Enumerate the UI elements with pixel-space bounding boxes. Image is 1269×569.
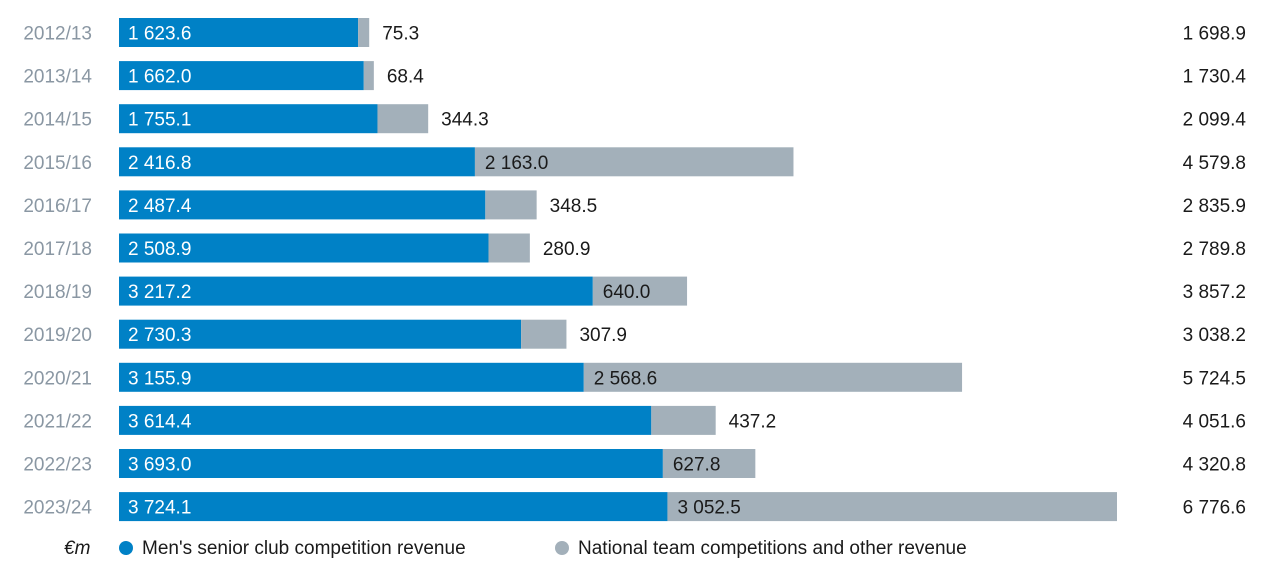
other-value-label: 2 568.6 <box>594 368 657 389</box>
bar-row: 2015/16 2 416.8 2 163.0 4 579.8 <box>23 147 1246 177</box>
total-value-label: 4 579.8 <box>1183 153 1246 174</box>
season-label: 2015/16 <box>23 153 92 174</box>
other-revenue-bar <box>592 276 688 306</box>
total-value-label: 2 099.4 <box>1183 110 1247 131</box>
total-value-label: 4 051.6 <box>1183 411 1246 432</box>
season-label: 2022/23 <box>23 455 92 476</box>
club-revenue-bar <box>119 492 668 522</box>
season-label: 2013/14 <box>23 67 92 88</box>
club-value-label: 2 416.8 <box>128 153 191 174</box>
total-value-label: 1 698.9 <box>1183 24 1246 45</box>
bar-row: 2020/21 3 155.9 2 568.6 5 724.5 <box>23 362 1246 392</box>
legend-other-swatch <box>555 541 569 555</box>
total-value-label: 3 857.2 <box>1183 282 1246 303</box>
total-value-label: 6 776.6 <box>1183 498 1246 519</box>
club-value-label: 2 730.3 <box>128 325 191 346</box>
chart-rows: 2012/13 1 623.6 75.3 1 698.9 2013/14 1 662.0 6… <box>23 18 1247 522</box>
other-value-label: 437.2 <box>729 411 777 432</box>
club-revenue-bar <box>119 449 663 478</box>
bar-row: 2017/18 2 508.9 280.9 2 789.8 <box>23 233 1246 263</box>
total-value-label: 2 835.9 <box>1183 196 1246 217</box>
other-value-label: 68.4 <box>387 67 424 88</box>
club-value-label: 3 614.4 <box>128 411 192 432</box>
bar-row: 2022/23 3 693.0 627.8 4 320.8 <box>23 449 1246 478</box>
total-value-label: 1 730.4 <box>1183 67 1247 88</box>
legend-club-swatch <box>119 541 133 555</box>
bar-row: 2013/14 1 662.0 68.4 1 730.4 <box>23 61 1247 91</box>
club-revenue-bar <box>119 233 489 263</box>
total-value-label: 4 320.8 <box>1183 455 1246 476</box>
club-value-label: 3 693.0 <box>128 455 191 476</box>
other-revenue-bar <box>583 362 963 392</box>
club-revenue-bar <box>119 319 522 349</box>
other-revenue-bar <box>651 405 716 435</box>
season-label: 2019/20 <box>23 325 92 346</box>
club-revenue-bar <box>119 104 378 134</box>
legend-unit-label: €m <box>64 538 90 559</box>
legend-other-label: National team competitions and other rev… <box>578 538 967 559</box>
club-value-label: 1 755.1 <box>128 110 191 131</box>
other-revenue-bar <box>521 319 567 349</box>
bar-row: 2012/13 1 623.6 75.3 1 698.9 <box>23 18 1246 47</box>
other-value-label: 3 052.5 <box>677 498 740 519</box>
other-revenue-bar <box>474 147 794 177</box>
club-value-label: 2 487.4 <box>128 196 192 217</box>
bar-row: 2014/15 1 755.1 344.3 2 099.4 <box>23 104 1247 134</box>
other-revenue-bar <box>667 492 1117 522</box>
bar-row: 2018/19 3 217.2 640.0 3 857.2 <box>23 276 1246 306</box>
bar-row: 2016/17 2 487.4 348.5 2 835.9 <box>23 190 1246 220</box>
other-value-label: 627.8 <box>673 455 721 476</box>
club-revenue-bar <box>119 362 584 392</box>
season-label: 2020/21 <box>23 368 92 389</box>
club-value-label: 3 217.2 <box>128 282 191 303</box>
other-revenue-bar <box>485 190 537 220</box>
other-value-label: 280.9 <box>543 239 591 260</box>
season-label: 2014/15 <box>23 110 92 131</box>
season-label: 2023/24 <box>23 498 92 519</box>
other-revenue-bar <box>377 104 429 134</box>
club-revenue-bar <box>119 190 486 220</box>
chart-legend: €m Men's senior club competition revenue… <box>64 538 967 559</box>
other-value-label: 307.9 <box>579 325 627 346</box>
other-value-label: 348.5 <box>550 196 598 217</box>
other-value-label: 640.0 <box>603 282 651 303</box>
season-label: 2018/19 <box>23 282 92 303</box>
club-revenue-bar <box>119 147 475 177</box>
other-value-label: 75.3 <box>382 24 419 45</box>
club-value-label: 2 508.9 <box>128 239 191 260</box>
club-value-label: 1 623.6 <box>128 24 191 45</box>
other-revenue-bar <box>363 61 374 91</box>
other-revenue-bar <box>488 233 530 263</box>
other-value-label: 344.3 <box>441 110 489 131</box>
season-label: 2017/18 <box>23 239 92 260</box>
club-value-label: 1 662.0 <box>128 67 191 88</box>
other-revenue-bar <box>662 449 756 478</box>
other-value-label: 2 163.0 <box>485 153 548 174</box>
club-value-label: 3 724.1 <box>128 498 191 519</box>
season-label: 2016/17 <box>23 196 92 217</box>
club-value-label: 3 155.9 <box>128 368 191 389</box>
club-revenue-bar <box>119 18 359 47</box>
other-revenue-bar <box>358 18 370 47</box>
season-label: 2012/13 <box>23 24 92 45</box>
bar-row: 2019/20 2 730.3 307.9 3 038.2 <box>23 319 1246 349</box>
total-value-label: 3 038.2 <box>1183 325 1246 346</box>
legend-club-label: Men's senior club competition revenue <box>142 538 466 559</box>
club-revenue-bar <box>119 61 364 91</box>
club-revenue-bar <box>119 405 652 435</box>
bar-row: 2023/24 3 724.1 3 052.5 6 776.6 <box>23 492 1246 522</box>
season-label: 2021/22 <box>23 411 92 432</box>
total-value-label: 2 789.8 <box>1183 239 1246 260</box>
club-revenue-bar <box>119 276 593 306</box>
bar-row: 2021/22 3 614.4 437.2 4 051.6 <box>23 405 1246 435</box>
total-value-label: 5 724.5 <box>1183 368 1246 389</box>
